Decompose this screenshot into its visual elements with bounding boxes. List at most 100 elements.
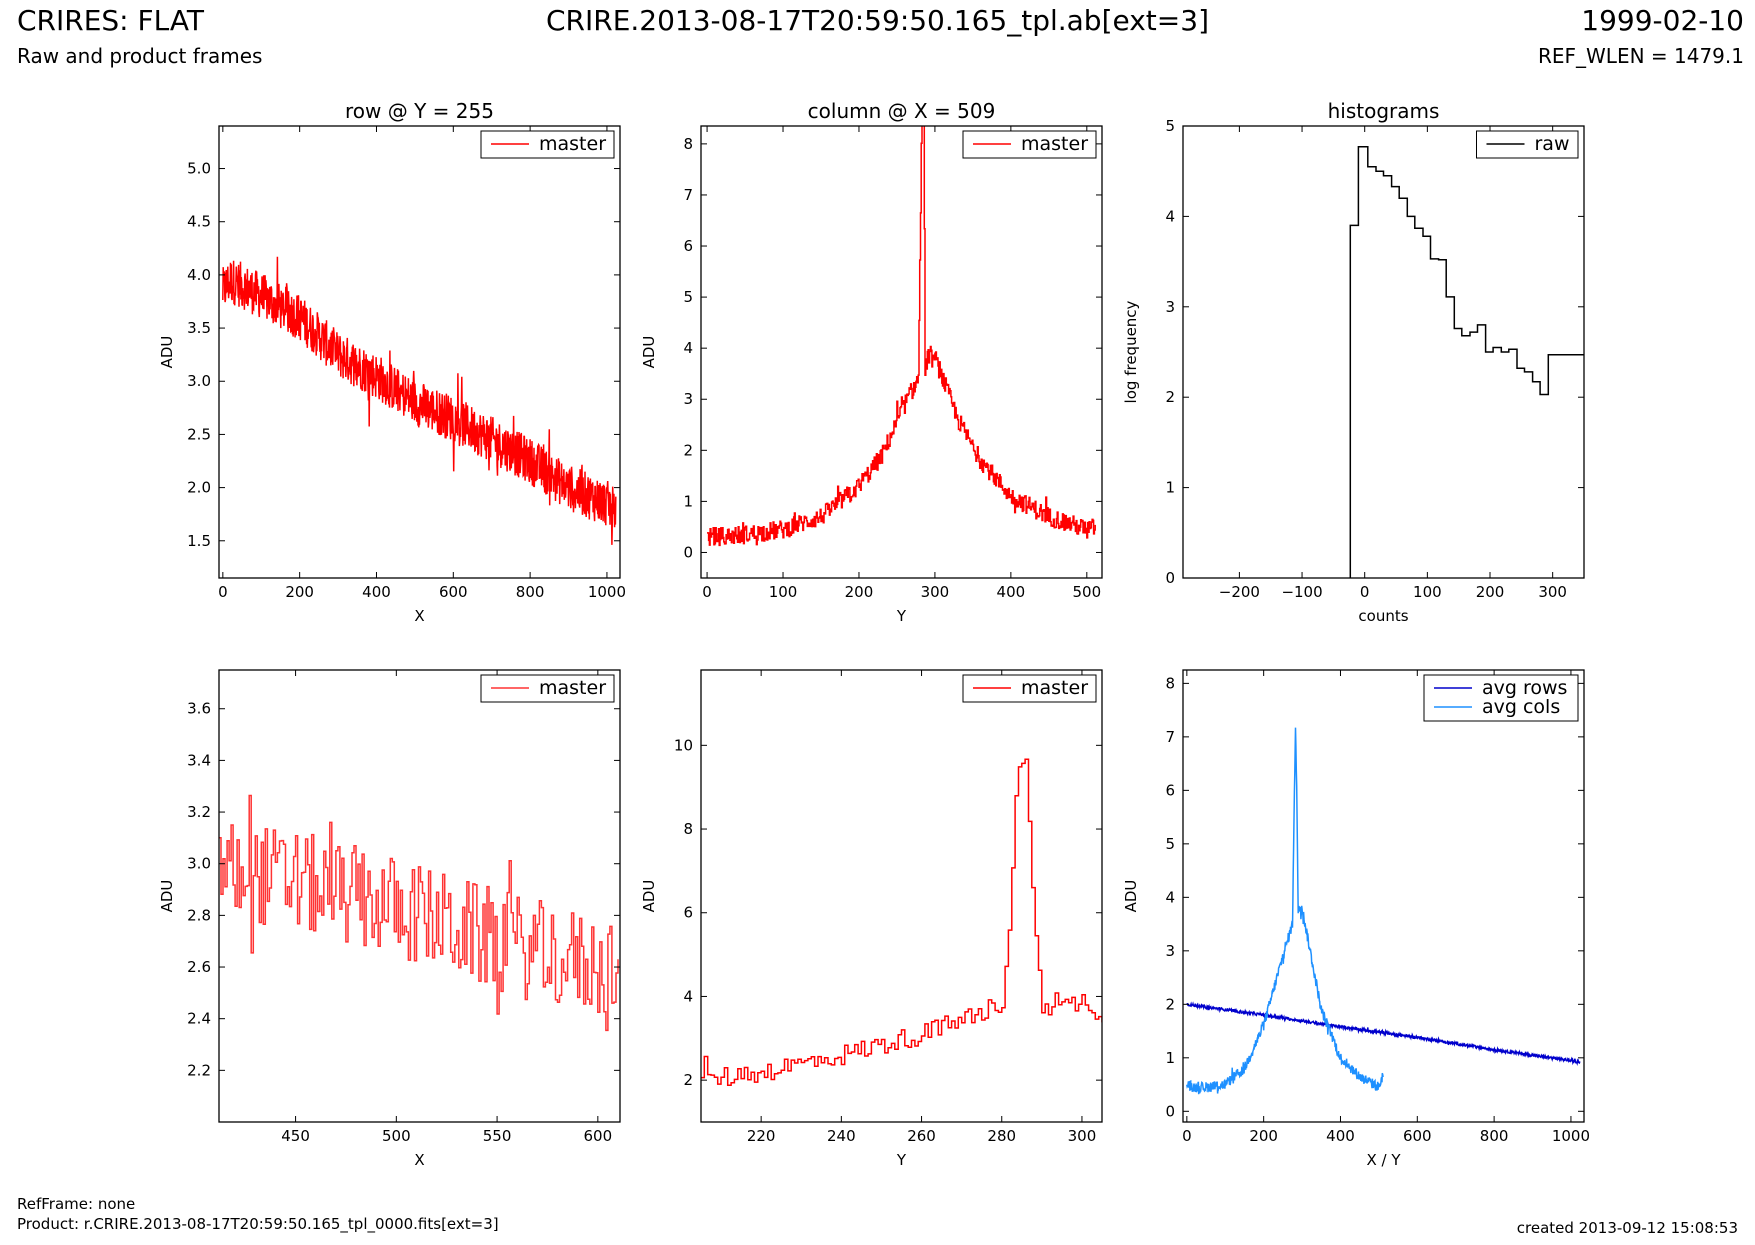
chart-column-zoom: 220 240 260 280 300 2 4 6 8 10 Y ADU master [640,669,1103,1169]
y-tick-label: 2.8 [187,906,211,924]
chart-title: histograms [1328,99,1440,123]
legend-label: avg rows [1482,677,1567,699]
y-tick-label: 4 [1165,888,1175,906]
y-axis-label: log frequency [1122,300,1140,403]
x-tick-label: 400 [1326,1127,1355,1145]
y-tick-label: 7 [683,186,693,204]
axes-frame [218,125,621,579]
y-tick-label: 10 [674,736,693,754]
y-tick-label: 1 [683,492,693,510]
x-tick-label: 0 [702,583,712,601]
y-tick-label: 3.6 [187,700,211,718]
x-tick-label: 100 [769,583,798,601]
axes-frame [1182,669,1585,1123]
axes-frame [700,669,1103,1123]
chart-title: row @ Y = 255 [345,99,494,123]
footer-refframe: RefFrame: none [17,1195,136,1213]
chart-histograms: −200 −100 0 100 200 300 0 1 2 3 4 5 histograms counts… [1122,99,1585,625]
series-master [707,126,1096,547]
x-tick-label: 220 [747,1127,776,1145]
x-tick-label: 0 [218,583,228,601]
y-tick-label: 3.2 [187,803,211,821]
y-tick-label: 5 [1165,835,1175,853]
x-tick-label: 0 [1360,583,1370,601]
legend-label: master [539,133,606,155]
y-tick-label: 4.5 [187,213,211,231]
chart-averages: 0 200 400 600 800 1000 0 1 2 3 4 5 6 7 8 X / Y ADU avg ro… [1122,669,1590,1169]
y-tick-label: 2 [1165,995,1175,1013]
x-tick-label: 400 [997,583,1026,601]
x-tick-label: 550 [483,1127,512,1145]
x-tick-label: 200 [285,583,314,601]
x-axis-label: X / Y [1366,1151,1401,1169]
x-tick-label: 280 [987,1127,1016,1145]
y-tick-label: 1.5 [187,532,211,550]
y-tick-label: 6 [683,237,693,255]
legend: master [480,130,615,159]
y-tick-label: 7 [1165,728,1175,746]
axes-frame [700,125,1103,579]
y-tick-label: 0 [1165,1102,1175,1120]
y-tick-label: 3.0 [187,372,211,390]
legend-box [1423,674,1579,722]
y-tick-label: 8 [683,820,693,838]
x-axis-label: Y [896,607,907,625]
x-axis-label: X [414,1151,424,1169]
legend-label: raw [1535,133,1570,155]
y-tick-label: 3 [1165,298,1175,316]
y-axis-label: ADU [1122,880,1140,913]
x-tick-label: 300 [921,583,950,601]
y-tick-label: 0 [1165,569,1175,587]
x-tick-label: 300 [1538,583,1567,601]
y-tick-label: 3 [683,390,693,408]
y-tick-label: 3.5 [187,319,211,337]
axes-frame [1182,125,1585,579]
plot-area [701,758,1102,1086]
y-tick-label: 8 [1165,674,1175,692]
legend: master [962,130,1097,159]
subtitle-left: Raw and product frames [17,44,263,68]
legend-box [480,674,615,703]
legend: master [962,674,1097,703]
y-tick-label: 4 [683,339,693,357]
x-tick-label: 450 [281,1127,310,1145]
y-tick-label: 6 [1165,781,1175,799]
y-tick-label: 1 [1165,1049,1175,1067]
x-tick-label: 0 [1182,1127,1192,1145]
x-axis-label: Y [896,1151,907,1169]
y-tick-label: 6 [683,904,693,922]
x-tick-label: 500 [382,1127,411,1145]
legend-box [962,130,1097,159]
x-tick-label: 100 [1413,583,1442,601]
y-tick-label: 3.4 [187,751,211,769]
y-tick-label: 5 [1165,117,1175,135]
y-axis-label: ADU [158,336,176,369]
x-tick-label: 800 [1480,1127,1509,1145]
plot-area [222,256,617,545]
title-right: 1999-02-10 [1581,4,1744,37]
y-tick-label: 8 [683,135,693,153]
plot-area [219,794,619,1032]
x-tick-label: −200 [1219,583,1260,601]
y-tick-label: 1 [1165,479,1175,497]
x-tick-label: 300 [1068,1127,1097,1145]
x-tick-label: 600 [439,583,468,601]
y-tick-label: 0 [683,543,693,561]
series-raw [1349,146,1584,578]
x-tick-label: 1000 [1552,1127,1590,1145]
legend: master [480,674,615,703]
series-master [222,256,617,545]
chart-row-full: 0 200 400 600 800 1000 1.5 2.0 2.5 3.0 3.5 4.0 4.5 5.… [158,99,626,625]
chart-row-zoom: 450 500 550 600 2.2 2.4 2.6 2.8 3.0 3.2 3.4 3.6 X ADU… [158,669,621,1169]
y-tick-label: 4.0 [187,266,211,284]
y-axis-label: ADU [640,336,658,369]
series-avg-rows [1186,1001,1581,1066]
y-tick-label: 2 [683,441,693,459]
y-tick-label: 2.0 [187,479,211,497]
legend: raw [1476,130,1579,159]
chart-title: column @ X = 509 [808,99,996,123]
y-tick-label: 5 [683,288,693,306]
x-tick-label: 600 [1403,1127,1432,1145]
y-tick-label: 2 [683,1071,693,1089]
